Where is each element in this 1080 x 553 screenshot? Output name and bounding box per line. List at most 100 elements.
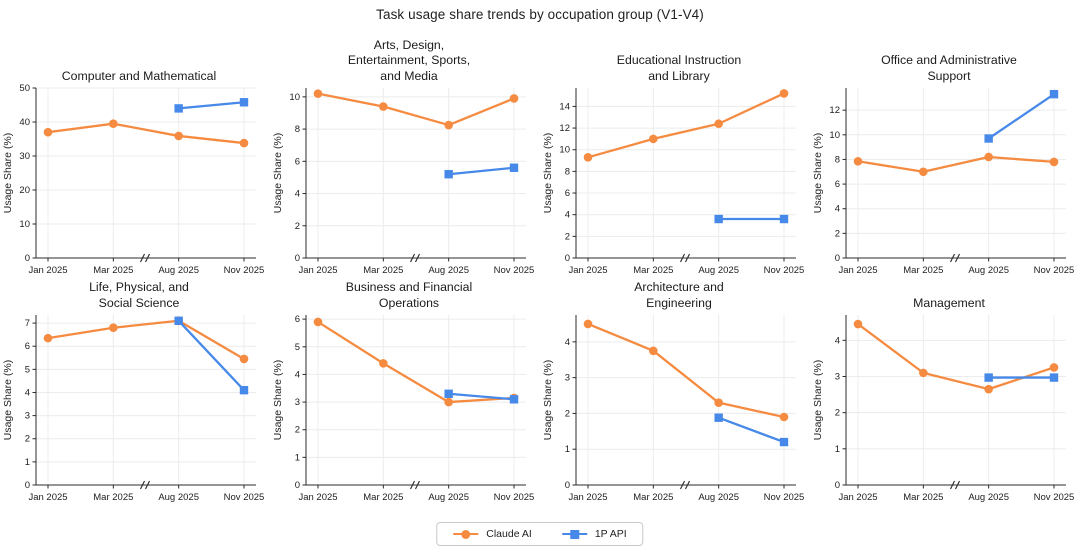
y-tick-label: 2 (835, 228, 840, 239)
data-point-circle-icon (649, 346, 658, 356)
y-tick-label: 6 (835, 179, 840, 190)
subplot-computer-and-mathematical: Computer and Mathematical 0 10 20 30 40 50 Jan … (0, 29, 270, 282)
y-tick-label: 2 (835, 408, 840, 419)
y-tick-label: 4 (295, 369, 300, 380)
y-tick-label: 0 (835, 480, 840, 491)
y-tick-label: 3 (295, 397, 300, 408)
y-tick-label: 10 (19, 219, 30, 230)
legend-label: 1P API (594, 528, 627, 540)
data-point-square-icon (239, 385, 249, 395)
x-tick-label: Mar 2025 (633, 492, 673, 503)
y-tick-label: 3 (565, 373, 570, 384)
x-tick-label: Jan 2025 (838, 265, 877, 276)
x-tick-label: Mar 2025 (93, 492, 133, 503)
x-axis-break-icon (410, 480, 420, 490)
subplot-title: Architecture and Engineering (634, 280, 724, 310)
series-line-claude-ai (46, 122, 246, 145)
data-point-circle-icon (43, 127, 53, 137)
data-point-circle-icon (379, 359, 388, 368)
subplot-title: Educational Instruction and Library (616, 53, 742, 83)
data-point-square-icon (984, 373, 993, 382)
data-point-circle-icon (714, 398, 723, 407)
data-point-circle-icon (583, 152, 593, 162)
series-line-claude-ai (856, 155, 1056, 173)
data-point-circle-icon (174, 131, 183, 141)
y-tick-label: 6 (25, 341, 30, 352)
subplot-title: Management (913, 295, 985, 310)
series-line-1p-api (987, 93, 1056, 140)
series-line-claude-ai (586, 322, 786, 419)
x-tick-label: Aug 2025 (968, 492, 1009, 503)
x-tick-label: Nov 2025 (494, 492, 535, 503)
y-tick-label: 10 (559, 145, 570, 156)
series-line-claude-ai (316, 92, 516, 127)
y-tick-label: 3 (835, 371, 840, 382)
chart-canvas: 0 1 2 3 4 5 6 7 Jan 2025 Mar 2025 Aug 2025 Nov 2025… (2, 315, 265, 503)
x-tick-label: Mar 2025 (903, 492, 943, 503)
y-tick-label: 0 (25, 480, 30, 491)
data-point-circle-icon (853, 156, 863, 166)
x-tick-label: Jan 2025 (568, 492, 607, 503)
x-axis-break-icon (950, 480, 960, 490)
data-point-circle-icon (444, 120, 453, 130)
data-point-circle-icon (919, 368, 928, 378)
subplot-architecture-and-engineering: Architecture and Engineering 0 1 2 3 4 Jan 202… (540, 280, 810, 509)
y-tick-label: 2 (565, 231, 570, 242)
series-line-1p-api (177, 319, 246, 392)
y-tick-label: 4 (835, 335, 840, 346)
chart-canvas: 0 2 4 6 8 10 12 14 Jan 2025 Mar 2025 Aug 2025 Nov 2… (542, 88, 804, 276)
y-tick-label: 1 (25, 457, 30, 468)
x-tick-label: Aug 2025 (428, 265, 469, 276)
y-axis-label: Usage Share (%) (812, 360, 824, 441)
y-axis-label: Usage Share (%) (542, 133, 554, 214)
x-axis-break-icon (140, 480, 150, 490)
x-axis-break-icon (140, 253, 150, 263)
data-point-square-icon (1049, 89, 1059, 99)
series-line-claude-ai (46, 319, 246, 361)
data-point-circle-icon (714, 119, 723, 129)
subplot-management: Management 0 1 2 3 4 Jan 2025 Mar 2025 Aug 2025 N… (810, 282, 1080, 509)
x-tick-label: Jan 2025 (568, 265, 607, 276)
claude-ai-line-circle-marker-icon (453, 529, 479, 539)
series-line-claude-ai (586, 92, 786, 159)
x-tick-label: Mar 2025 (903, 265, 943, 276)
y-tick-label: 2 (295, 221, 300, 232)
x-tick-label: Aug 2025 (158, 265, 199, 276)
y-tick-label: 4 (835, 204, 840, 215)
y-tick-label: 10 (289, 92, 300, 103)
x-tick-label: Nov 2025 (1034, 265, 1075, 276)
y-tick-label: 12 (829, 105, 840, 116)
chart-canvas: 0 10 20 30 40 50 Jan 2025 Mar 2025 Aug 2025 Nov 2… (2, 83, 265, 276)
x-tick-label: Aug 2025 (968, 265, 1009, 276)
data-point-circle-icon (779, 412, 789, 422)
data-point-square-icon (444, 389, 453, 398)
y-tick-label: 1 (295, 452, 300, 463)
data-point-circle-icon (43, 333, 53, 343)
figure-title: Task usage share trends by occupation gr… (376, 7, 704, 22)
y-tick-label: 8 (295, 124, 300, 135)
subplot-arts-design-entertainment-sports-and-media: Arts, Design, Entertainment, Sports, and… (270, 29, 540, 282)
x-tick-label: Mar 2025 (363, 492, 403, 503)
data-point-circle-icon (649, 134, 658, 144)
chart-canvas: 0 2 4 6 8 10 Jan 2025 Mar 2025 Aug 2025 Nov 2025 U… (272, 88, 534, 276)
x-tick-label: Aug 2025 (158, 492, 199, 503)
y-axis-label: Usage Share (%) (812, 133, 824, 214)
chart-canvas: 0 1 2 3 4 5 6 Jan 2025 Mar 2025 Aug 2025 Nov 2025 U… (272, 314, 535, 503)
y-tick-label: 4 (295, 189, 300, 200)
y-axis-label: Usage Share (%) (2, 360, 14, 441)
y-tick-label: 0 (565, 253, 570, 264)
x-tick-label: Aug 2025 (698, 265, 739, 276)
series-line-1p-api (177, 101, 246, 110)
y-axis-label: Usage Share (%) (542, 360, 554, 441)
chart-canvas: 0 1 2 3 4 Jan 2025 Mar 2025 Aug 2025 Nov 2025 Usa… (812, 315, 1074, 503)
y-tick-label: 6 (295, 314, 300, 325)
subplot-row-2: Life, Physical, and Social Science 0 1 2 3 4 5… (0, 280, 1080, 509)
x-tick-label: Nov 2025 (224, 492, 265, 503)
legend-label: Claude AI (486, 528, 532, 540)
subplot-row-1: Computer and Mathematical 0 10 20 30 40 50 Jan … (0, 29, 1080, 282)
x-tick-label: Nov 2025 (224, 265, 265, 276)
data-point-square-icon (779, 437, 789, 447)
y-tick-label: 6 (565, 188, 570, 199)
y-tick-label: 8 (565, 166, 570, 177)
y-tick-label: 2 (295, 425, 300, 436)
